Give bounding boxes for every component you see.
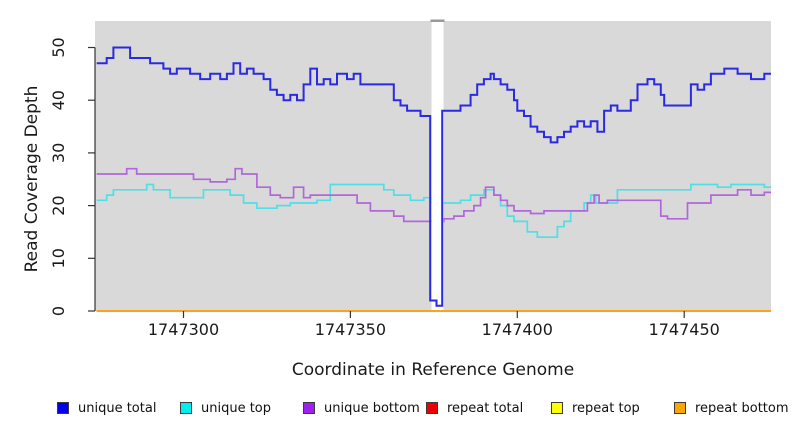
- series-unique-top-line: [96, 183, 771, 239]
- legend-label: unique top: [201, 400, 272, 416]
- legend-item-repeat-top: repeat top: [551, 399, 640, 417]
- legend-item-repeat-bottom: repeat bottom: [674, 399, 789, 417]
- y-tick-label: 10: [49, 248, 68, 268]
- x-tick-label: 1747300: [148, 320, 219, 339]
- legend-label: unique total: [78, 400, 157, 416]
- x-axis-title: Coordinate in Reference Genome: [292, 360, 574, 380]
- legend-label: repeat total: [447, 400, 524, 416]
- y-axis-title: Read Coverage Depth: [22, 86, 42, 273]
- x-tick-label: 1747450: [649, 320, 720, 339]
- legend-swatch-unique-bottom: [303, 402, 315, 414]
- legend-item-repeat-total: repeat total: [426, 399, 523, 417]
- gap-band: [431, 20, 444, 311]
- series-layer-over: [96, 46, 771, 312]
- x-tick-label: 1747350: [315, 320, 386, 339]
- series-unique-total-line: [96, 46, 771, 307]
- legend-swatch-repeat-bottom: [674, 402, 686, 414]
- legend-label: repeat top: [572, 400, 640, 416]
- legend-swatch-repeat-total: [426, 402, 438, 414]
- legend-swatch-unique-top: [180, 402, 192, 414]
- gap-band-layer: [430, 19, 445, 311]
- y-tick-label: 40: [49, 90, 68, 110]
- series-layer-under: [96, 167, 771, 239]
- legend: unique total unique top unique bottom re…: [0, 399, 792, 419]
- legend-label: unique bottom: [324, 400, 420, 416]
- x-tick-label: 1747400: [482, 320, 553, 339]
- legend-swatch-repeat-top: [551, 402, 563, 414]
- legend-item-unique-total: unique total: [57, 399, 156, 417]
- y-tick-label: 20: [49, 195, 68, 215]
- y-tick-label: 50: [49, 37, 68, 57]
- axes-layer: 0 10 20 30 40 50 1747300 1747350 1747400 1747450: [49, 37, 720, 339]
- legend-item-unique-bottom: unique bottom: [303, 399, 420, 417]
- legend-label: repeat bottom: [695, 400, 789, 416]
- series-unique-bottom-line: [96, 167, 771, 223]
- legend-swatch-unique-total: [57, 402, 69, 414]
- y-tick-label: 30: [49, 143, 68, 163]
- gap-band-cap: [430, 19, 445, 22]
- legend-item-unique-top: unique top: [180, 399, 271, 417]
- y-tick-label: 0: [49, 306, 68, 316]
